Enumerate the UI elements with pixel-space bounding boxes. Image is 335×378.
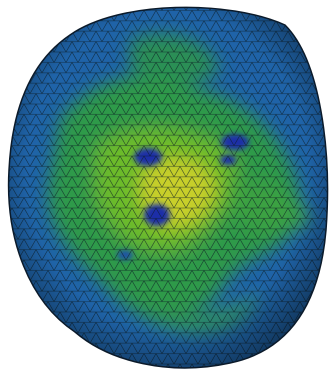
mesh-render (0, 0, 335, 378)
page (0, 0, 335, 378)
edge-shading (0, 0, 335, 378)
tooth-surface (0, 0, 335, 378)
